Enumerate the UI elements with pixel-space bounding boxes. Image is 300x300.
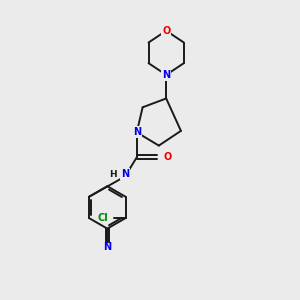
Text: N: N [103,242,111,252]
Text: N: N [121,169,129,179]
Text: Cl: Cl [98,213,109,223]
Text: N: N [162,70,170,80]
Text: O: O [162,26,170,36]
Text: H: H [109,169,117,178]
Text: O: O [164,152,172,162]
Text: N: N [133,127,141,137]
